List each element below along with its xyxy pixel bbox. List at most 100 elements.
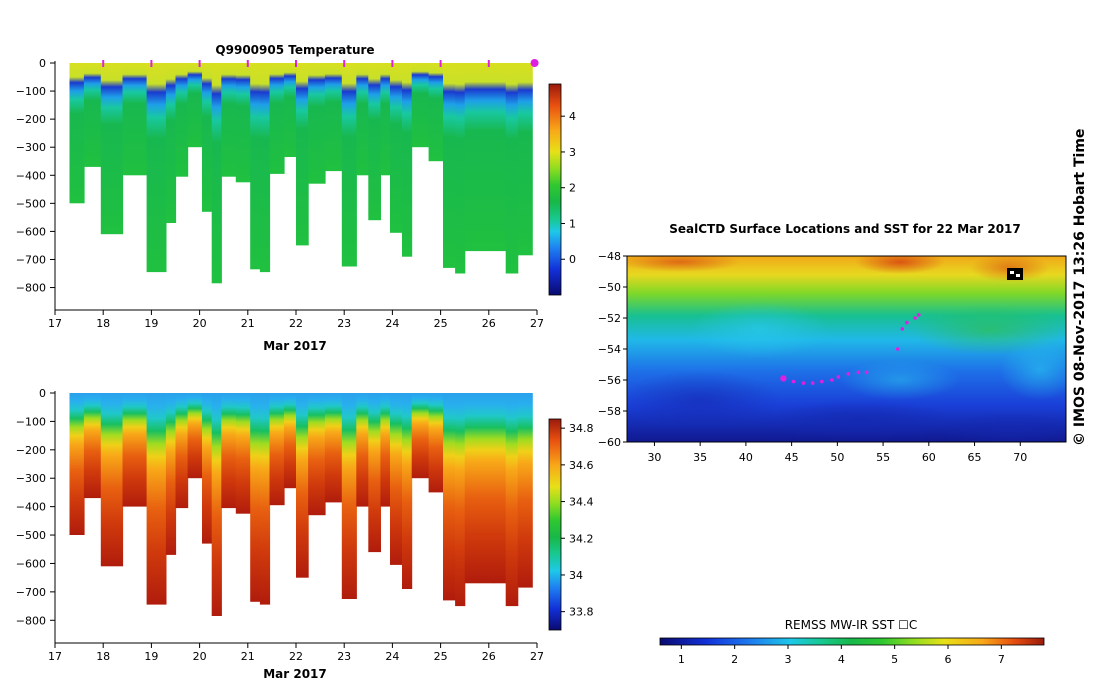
sst-colorbar-tick-label: 7 (998, 653, 1005, 666)
profile-column (402, 63, 413, 257)
lon-tick-label: 30 (647, 451, 661, 464)
track-point (913, 316, 917, 320)
y-tick-label: −700 (16, 253, 46, 266)
salinity-axes: 0 −100 −200 −300 −400 −500 −600 −700 −800 17 18 19 2… (16, 387, 544, 663)
profile-column (187, 393, 203, 479)
y-tick-label: −700 (16, 586, 46, 599)
lon-tick-label: 60 (922, 451, 936, 464)
track-point (820, 379, 824, 384)
y-tick-label: −500 (16, 197, 46, 210)
profile-column (341, 63, 357, 267)
lon-tick-label: 65 (968, 451, 982, 464)
profile-column (455, 63, 466, 274)
profile-column (259, 63, 271, 273)
salinity-panel: 0 −100 −200 −300 −400 −500 −600 −700 −800 17 18 19 2… (16, 387, 594, 681)
profile-column (493, 393, 507, 584)
sst-colorbar-tick-label: 4 (838, 653, 845, 666)
profile-column (187, 63, 203, 148)
x-tick-label: 27 (530, 317, 544, 330)
profile-column (202, 63, 213, 212)
profile-column (356, 393, 369, 507)
credit-text: © IMOS 08-Nov-2017 13:26 Hobart Time (1072, 129, 1088, 446)
profile-column (443, 63, 456, 268)
colorbar-tick-label: 33.8 (569, 606, 594, 619)
y-tick-label: −200 (16, 113, 46, 126)
track-point (810, 381, 815, 385)
profile-column (341, 393, 357, 599)
colorbar-tick-label: 34.8 (569, 422, 594, 435)
x-tick-label: 20 (193, 650, 207, 663)
track-point (864, 370, 869, 375)
profile-column (428, 63, 444, 162)
colorbar-tick-label: 0 (569, 253, 576, 266)
colorbar-tick-label: 34 (569, 569, 583, 582)
profile-column (165, 63, 177, 223)
x-tick-label: 27 (530, 650, 544, 663)
profile-column (517, 63, 533, 256)
profile-column (146, 393, 167, 605)
track-point (895, 347, 900, 351)
salinity-xlabel: Mar 2017 (263, 667, 327, 681)
profile-column (122, 63, 148, 176)
profile-column (235, 63, 251, 183)
y-tick-label: −600 (16, 557, 46, 570)
profile-column (269, 393, 285, 506)
y-tick-label: 0 (39, 57, 46, 70)
lon-tick-label: 50 (830, 451, 844, 464)
colorbar-tick-label: 4 (569, 110, 576, 123)
x-tick-label: 19 (144, 650, 158, 663)
profile-column (368, 393, 381, 553)
profile-column (69, 393, 85, 535)
profile-column (165, 393, 177, 555)
lon-tick-label: 45 (785, 451, 799, 464)
lat-tick-label: −58 (598, 405, 621, 418)
profile-column (443, 393, 456, 601)
profile-column (175, 63, 189, 177)
sst-map-panel: SealCTD Surface Locations and SST for 22… (598, 222, 1067, 666)
profile-column (83, 63, 102, 167)
profile-column (464, 63, 495, 252)
y-tick-label: −500 (16, 529, 46, 542)
profile-column (175, 393, 189, 509)
lon-tick-label: 35 (693, 451, 707, 464)
lon-tick-label: 40 (739, 451, 753, 464)
profile-column (100, 393, 124, 567)
x-tick-label: 26 (482, 317, 496, 330)
colorbar-tick-label: 2 (569, 182, 576, 195)
sst-field (627, 256, 1066, 442)
x-tick-label: 24 (385, 650, 399, 663)
sst-colorbar-tick-label: 6 (945, 653, 952, 666)
profile-column (69, 63, 85, 204)
colorbar-tick-label: 1 (569, 217, 576, 230)
sst-colorbar-tick-label: 3 (785, 653, 792, 666)
y-tick-label: −400 (16, 169, 46, 182)
y-tick-label: −100 (16, 85, 46, 98)
track-point (856, 370, 861, 375)
x-tick-label: 21 (241, 317, 255, 330)
profile-column (505, 63, 519, 274)
profile-column (505, 393, 519, 607)
sst-map-axes: −48 −50 −52 −54 −56 −58 −60 30 35 40 45 50 55 60 65 70 (598, 250, 1067, 464)
temperature-panel: Q9900905 Temperature 0 −100 −200 −300 −400 −5… (16, 43, 576, 353)
profile-column (100, 63, 124, 235)
y-tick-label: −800 (16, 282, 46, 295)
colorbar-scale (548, 418, 562, 631)
x-tick-label: 23 (337, 650, 351, 663)
profile-column (493, 63, 507, 252)
x-tick-label: 19 (144, 317, 158, 330)
profile-column (455, 393, 466, 607)
profile-column (402, 393, 413, 589)
y-tick-label: −200 (16, 444, 46, 457)
y-tick-label: −300 (16, 141, 46, 154)
profile-column (269, 63, 285, 174)
y-tick-label: −600 (16, 225, 46, 238)
sst-colorbar-tick-label: 5 (891, 653, 898, 666)
y-tick-label: −300 (16, 472, 46, 485)
profile-column (324, 63, 343, 172)
x-tick-label: 22 (289, 650, 303, 663)
temperature-title: Q9900905 Temperature (215, 43, 374, 57)
x-tick-label: 22 (289, 317, 303, 330)
x-tick-label: 20 (193, 317, 207, 330)
profile-column (324, 393, 343, 503)
colorbar-tick-label: 34.2 (569, 532, 594, 545)
